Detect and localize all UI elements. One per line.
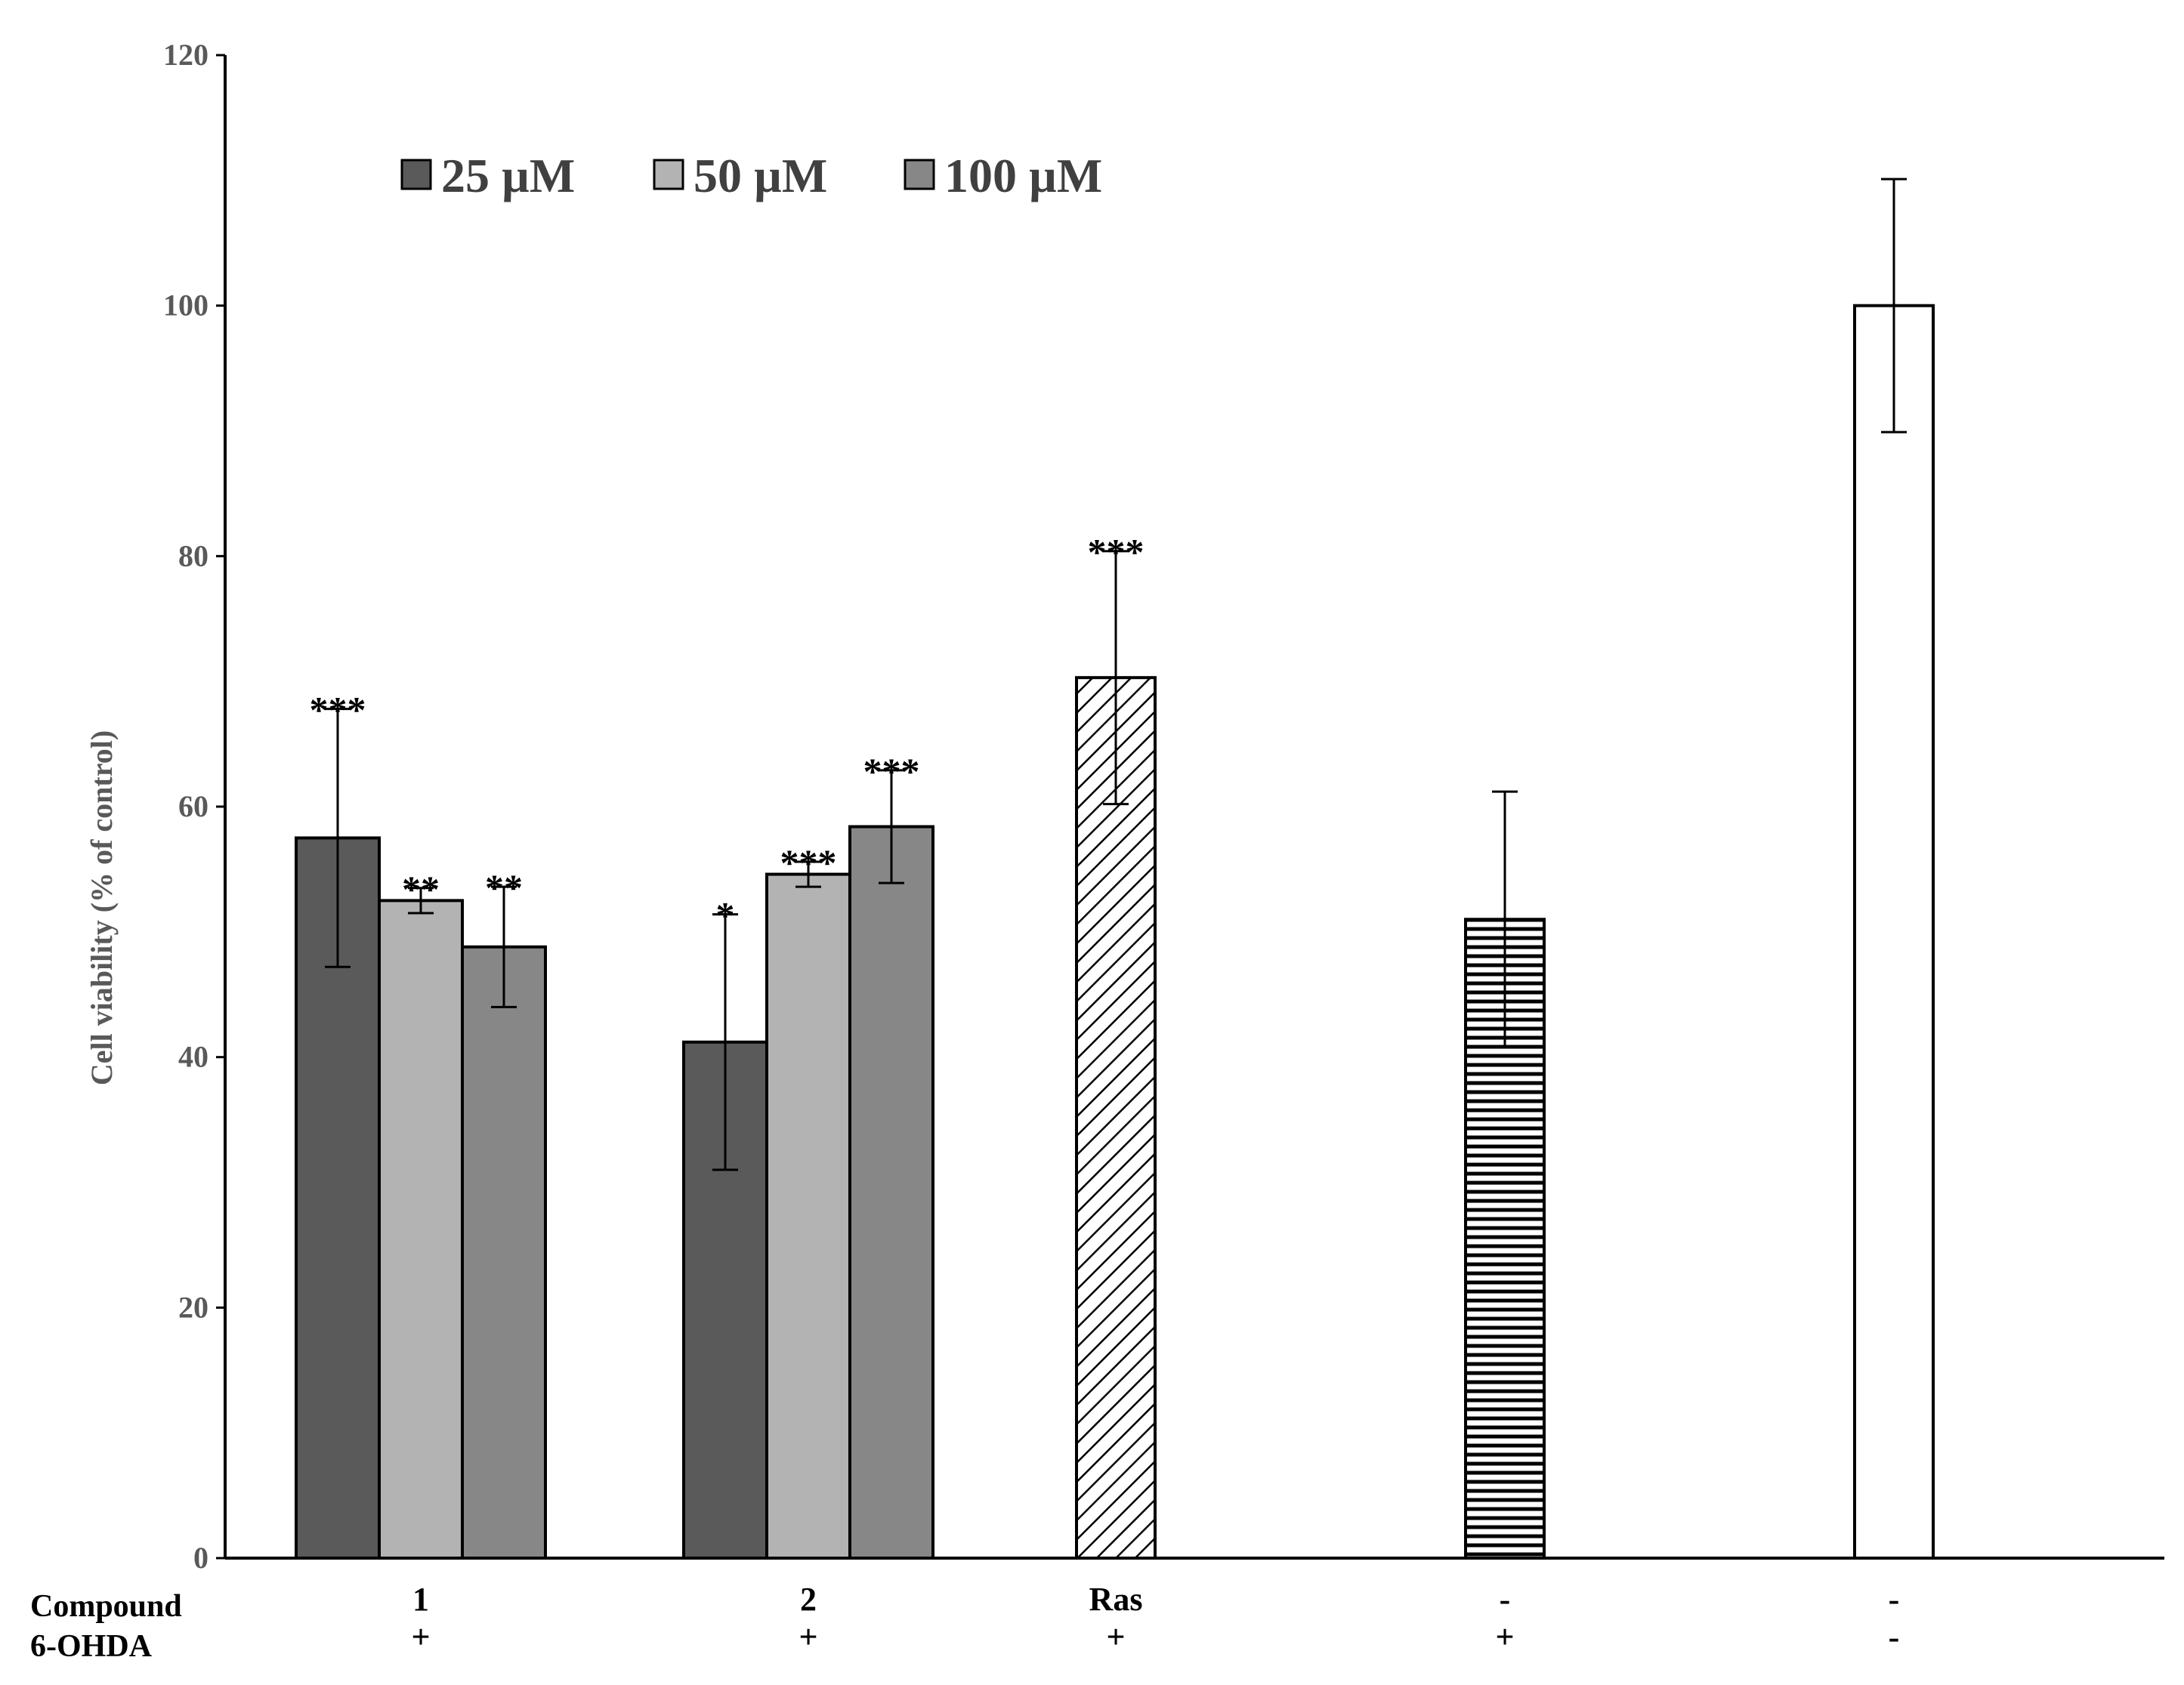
y-tick-label: 80 <box>178 539 209 572</box>
compound-label: Ras <box>1089 1581 1143 1618</box>
legend-label: 50 µM <box>694 149 827 202</box>
legend-item: 25 µM <box>400 149 575 202</box>
y-tick-label: 100 <box>163 289 209 322</box>
y-tick-label: 20 <box>178 1290 209 1324</box>
error-bar <box>795 860 821 888</box>
error-bar <box>491 885 517 1008</box>
legend-item: 100 µM <box>904 149 1102 202</box>
significance-marker: ** <box>485 866 523 909</box>
significance-marker: *** <box>863 750 920 792</box>
axes <box>224 55 2164 1560</box>
error-bar <box>408 887 434 915</box>
bar <box>378 899 464 1560</box>
legend-label: 25 µM <box>441 149 575 202</box>
error-bar <box>1103 550 1129 806</box>
compound-label: 1 <box>412 1581 429 1618</box>
y-tick-label: 0 <box>193 1541 209 1575</box>
ohda-label: + <box>1495 1619 1514 1656</box>
y-tick-label: 40 <box>178 1040 209 1074</box>
legend-swatch <box>400 159 432 190</box>
row-label-compound: Compound <box>30 1589 182 1624</box>
legend-label: 100 µM <box>944 149 1102 202</box>
compound-label: - <box>1500 1581 1511 1618</box>
significance-marker: *** <box>310 689 366 731</box>
error-bar <box>1492 790 1518 1048</box>
y-axis-label: Cell viability (% of control) <box>85 730 119 1085</box>
ohda-label: + <box>1106 1619 1125 1656</box>
legend: 25 µM 50 µM 100 µM <box>400 149 1102 202</box>
compound-label: - <box>1889 1581 1900 1618</box>
y-tick-label: 120 <box>163 38 209 72</box>
error-bar <box>325 708 351 968</box>
significance-marker: ** <box>402 868 440 910</box>
row-label-6-ohda: 6-OHDA <box>30 1629 153 1664</box>
y-axis-ticks: 0 20 40 60 80 100 120 <box>163 38 225 1575</box>
compound-label: 2 <box>800 1581 817 1618</box>
significance-marker: *** <box>780 841 837 884</box>
y-tick-label: 60 <box>178 789 209 823</box>
ohda-label: - <box>1889 1619 1900 1656</box>
bar <box>1075 676 1157 1560</box>
bars: ***** ************ <box>295 177 1935 1560</box>
legend-item: 50 µM <box>653 149 827 202</box>
ohda-label: + <box>411 1619 430 1656</box>
significance-marker: *** <box>1088 531 1145 573</box>
legend-swatch <box>653 159 684 190</box>
bar <box>461 945 547 1560</box>
error-bar <box>879 769 904 884</box>
bar <box>1853 304 1935 1560</box>
significance-marker: * <box>716 894 735 937</box>
bar <box>848 825 934 1560</box>
error-bar <box>712 913 738 1171</box>
ohda-label: + <box>799 1619 817 1656</box>
legend-swatch <box>904 159 935 190</box>
bar <box>765 872 851 1560</box>
error-bar <box>1881 177 1907 434</box>
